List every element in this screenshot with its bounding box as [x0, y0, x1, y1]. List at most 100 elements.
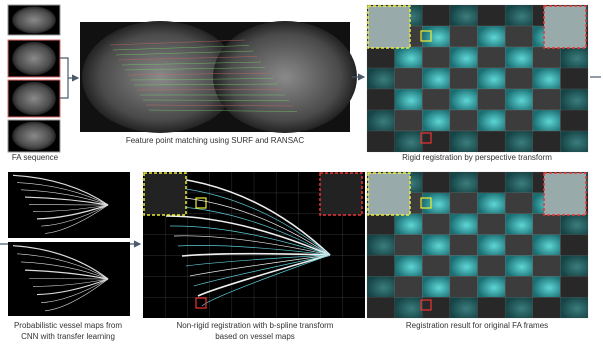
cell [422, 255, 451, 277]
cell [366, 88, 395, 111]
cell [560, 213, 589, 235]
cell [504, 130, 533, 153]
vessel [36, 278, 109, 296]
inset [367, 5, 411, 49]
cell [449, 25, 478, 48]
vessel [16, 182, 109, 206]
match-line [127, 72, 270, 76]
vessel [44, 278, 109, 312]
cell [504, 25, 533, 48]
match-line [142, 99, 290, 101]
cell [504, 255, 533, 277]
cell [532, 296, 561, 319]
cell [394, 46, 423, 69]
vessel [16, 253, 109, 280]
roi [420, 299, 432, 311]
match-line [136, 89, 282, 91]
cell [366, 234, 395, 256]
cell [394, 109, 423, 132]
match-line [118, 56, 258, 61]
cell [477, 276, 506, 298]
vessel [193, 254, 331, 287]
fundus [12, 121, 56, 151]
inset [367, 172, 411, 216]
cell [504, 171, 533, 194]
cell [504, 296, 533, 319]
captions: FA sequence Feature point matching using… [12, 136, 552, 341]
cell [477, 109, 506, 132]
cell [477, 213, 506, 235]
cell [477, 296, 506, 319]
vessel [181, 252, 331, 257]
vessel [44, 204, 109, 234]
cell [560, 88, 589, 111]
cell [477, 88, 506, 111]
cell [449, 276, 478, 298]
caption: Non-rigid registration with b-spline tra… [177, 321, 334, 330]
cell [560, 130, 589, 153]
cell [477, 255, 506, 277]
fundus [82, 21, 238, 133]
cell [394, 296, 423, 319]
roi [420, 197, 432, 209]
cell [366, 46, 395, 69]
layout [0, 4, 601, 319]
vessel [24, 196, 109, 206]
cell [504, 192, 533, 214]
match-line [121, 61, 262, 66]
cell [394, 130, 423, 153]
cell [422, 88, 451, 111]
cell [422, 234, 451, 256]
cell [560, 109, 589, 132]
vessel [28, 204, 109, 206]
cell [449, 171, 478, 194]
roi [420, 132, 432, 144]
vessel [169, 225, 331, 256]
vessel [165, 215, 331, 256]
cell [394, 67, 423, 90]
cell [532, 255, 561, 277]
roi [195, 197, 207, 209]
vessel [189, 254, 331, 277]
roi [195, 297, 207, 309]
cell [504, 4, 533, 27]
cell [422, 67, 451, 90]
cell [504, 46, 533, 69]
cell [449, 192, 478, 214]
cell [532, 88, 561, 111]
cell [366, 255, 395, 277]
cell [366, 109, 395, 132]
cell [394, 255, 423, 277]
fundus [12, 41, 56, 76]
vessel [32, 204, 109, 212]
cell [366, 296, 395, 319]
cell [532, 46, 561, 69]
cell [504, 88, 533, 111]
cell [504, 213, 533, 235]
fundus [12, 6, 56, 34]
inset [543, 172, 587, 216]
cell [366, 213, 395, 235]
cell [422, 213, 451, 235]
cell [366, 276, 395, 298]
cell [504, 276, 533, 298]
cell [560, 276, 589, 298]
cell [449, 130, 478, 153]
vessel [28, 277, 109, 280]
vessel [12, 174, 109, 206]
vessel [36, 204, 109, 220]
caption: Feature point matching using SURF and RA… [126, 136, 305, 145]
roi [420, 30, 432, 42]
cell [394, 88, 423, 111]
cell [449, 109, 478, 132]
caption: FA sequence [12, 153, 59, 162]
cell [422, 46, 451, 69]
cell [422, 4, 451, 27]
caption: based on vessel maps [215, 332, 295, 341]
cell [449, 213, 478, 235]
cell [366, 130, 395, 153]
cell [477, 171, 506, 194]
cell [560, 296, 589, 319]
cell [504, 67, 533, 90]
cell [422, 130, 451, 153]
